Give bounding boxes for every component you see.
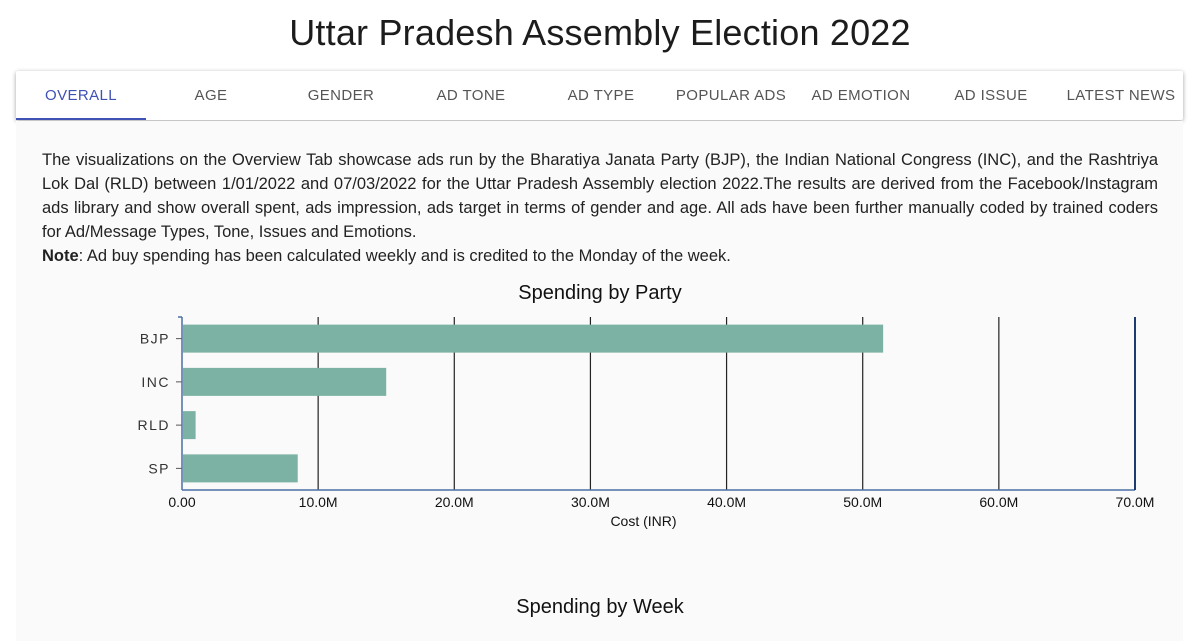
bar-bjp [183, 324, 884, 353]
x-tick-label: 70.0M [1116, 494, 1155, 510]
x-tick-label: 30.0M [571, 494, 610, 510]
x-tick-label: 10.0M [299, 494, 338, 510]
x-tick-label: 50.0M [843, 494, 882, 510]
chart-title-spending-by-party: Spending by Party [518, 282, 682, 304]
spending-by-party-chart: BJP INC RLD SP 0.00 10.0M 20.0M 30.0M 40.0M 50.0M… [137, 316, 1155, 529]
intro-paragraph: The visualizations on the Overview Tab s… [42, 151, 1158, 241]
x-tick-label: 0.00 [168, 494, 195, 510]
x-axis-label: Cost (INR) [610, 513, 676, 529]
tab-bar: OVERALL AGE GENDER AD TONE AD TYPE POPUL… [16, 71, 1183, 120]
tab-popular-ads[interactable]: POPULAR ADS [675, 87, 787, 104]
bar-inc [183, 367, 387, 396]
tab-ad-emotion[interactable]: AD EMOTION [811, 87, 911, 104]
note-text: : Ad buy spending has been calculated we… [78, 247, 731, 265]
x-tick-label: 60.0M [979, 494, 1018, 510]
bar-rld [183, 411, 196, 440]
note-paragraph: Note: Ad buy spending has been calculate… [42, 244, 1158, 268]
page-title: Uttar Pradesh Assembly Election 2022 [289, 12, 911, 53]
tab-ad-issue[interactable]: AD ISSUE [954, 87, 1028, 104]
tab-ad-type[interactable]: AD TYPE [567, 87, 635, 104]
y-tick-label-bjp: BJP [140, 331, 170, 347]
tab-latest-news[interactable]: LATEST NEWS [1066, 87, 1176, 104]
x-tick-label: 20.0M [435, 494, 474, 510]
note-label: Note [42, 247, 79, 265]
y-tick-label-inc: INC [141, 374, 170, 390]
y-tick-label-rld: RLD [137, 417, 170, 433]
bar-sp [183, 454, 298, 483]
tab-overall[interactable]: OVERALL [16, 71, 146, 120]
tab-ad-tone[interactable]: AD TONE [436, 87, 506, 104]
y-tick-label-sp: SP [148, 460, 170, 476]
x-tick-label: 40.0M [707, 494, 746, 510]
chart-title-spending-by-week: Spending by Week [516, 596, 684, 618]
tab-gender[interactable]: GENDER [307, 87, 375, 104]
tab-age[interactable]: AGE [194, 87, 228, 104]
